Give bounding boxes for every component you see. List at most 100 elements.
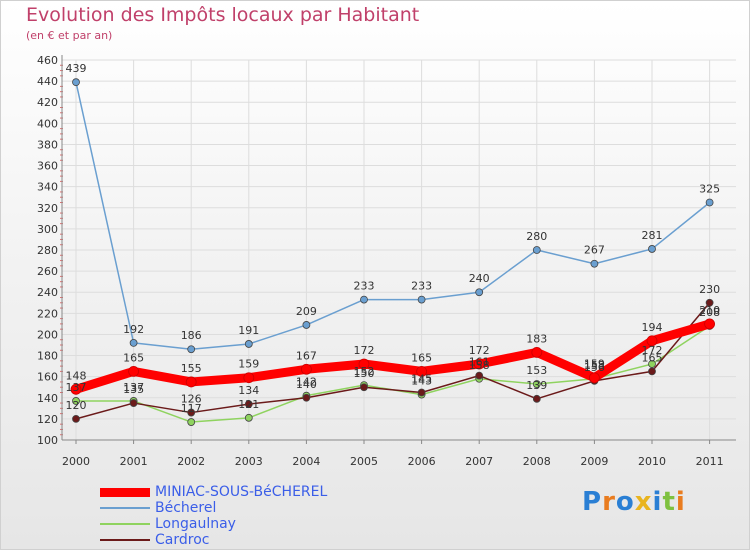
data-point-0 [243,372,255,384]
data-label: 194 [642,321,663,334]
series-line-0 [71,319,715,394]
data-label: 161 [469,356,490,369]
y-tick-label: 280 [37,244,58,257]
data-label: 155 [181,362,202,375]
data-label: 137 [123,381,144,394]
data-point-1 [244,340,253,348]
data-point-3 [360,383,368,392]
series-line-3 [75,302,711,420]
data-point-1 [129,338,138,347]
y-tick-label: 180 [37,350,58,363]
proxiti-logo: Proxiti [582,487,686,517]
x-tick-label: 2009 [580,455,608,468]
data-label: 140 [296,378,317,391]
y-tick-label: 160 [37,371,58,384]
data-label: 208 [699,306,720,319]
data-point-1 [302,321,311,329]
data-point-3 [129,399,138,407]
data-label: 439 [66,62,87,75]
series-line-1 [75,81,711,350]
data-label: 209 [296,305,317,318]
data-label: 126 [181,393,202,406]
y-tick-label: 460 [37,54,58,67]
data-point-0 [531,346,543,358]
data-point-3 [475,371,484,380]
y-tick-label: 240 [37,286,58,299]
logo-letter: i [652,487,663,517]
data-point-0 [128,365,140,377]
x-tick-label: 2004 [292,455,320,468]
data-label: 158 [469,359,490,372]
x-tick-label: 2006 [408,455,436,468]
data-label: 150 [354,367,375,380]
data-label: 191 [238,324,259,337]
data-point-3 [648,367,656,376]
legend-swatch [100,507,150,509]
y-tick-label: 300 [37,223,58,236]
data-point-3 [705,298,714,307]
data-point-0 [473,358,485,370]
data-point-0 [185,376,197,388]
legend-swatch [100,539,150,541]
chart-subtitle: (en € et par an) [26,29,113,42]
data-point-0 [416,365,428,377]
y-tick-label: 360 [37,160,58,173]
data-label: 134 [238,384,259,397]
data-point-0 [358,358,370,370]
data-label: 240 [469,272,490,285]
data-label: 142 [296,376,317,389]
data-label: 137 [66,381,87,394]
logo-letter: o [615,487,635,517]
data-label: 192 [123,323,144,336]
data-point-1 [475,288,484,297]
data-label: 281 [642,229,663,242]
data-label: 121 [238,398,259,411]
x-tick-label: 2010 [638,455,666,468]
data-point-3 [187,408,196,417]
x-tick-label: 2002 [177,455,205,468]
x-tick-label: 2008 [523,455,551,468]
data-label: 230 [699,283,720,296]
data-point-0 [589,372,600,384]
y-tick-label: 380 [37,138,58,151]
data-point-1 [532,246,541,254]
data-point-2 [72,397,80,405]
y-tick-label: 340 [37,181,58,194]
data-label: 233 [354,280,375,293]
data-label: 139 [526,379,547,392]
data-label: 165 [123,351,144,364]
data-point-3 [532,394,541,403]
data-point-0 [646,335,658,347]
data-label: 165 [642,351,663,364]
data-point-3 [72,414,80,423]
data-point-1 [417,295,426,304]
data-point-2 [187,418,196,426]
logo-letter: P [582,487,603,517]
y-tick-label: 320 [37,202,58,215]
data-label: 143 [411,375,432,388]
data-label: 280 [526,230,547,243]
x-tick-label: 2000 [62,455,90,468]
data-label: 148 [66,369,87,382]
legend-label: Cardroc [155,532,210,548]
logo-letter: i [675,487,686,517]
data-point-1 [360,295,368,304]
data-point-0 [70,383,82,395]
data-point-1 [648,245,656,253]
x-tick-label: 2007 [465,455,493,468]
x-tick-label: 2003 [235,455,263,468]
y-tick-label: 400 [37,117,58,130]
data-point-1 [705,198,714,207]
y-tick-label: 120 [37,413,58,426]
data-label: 135 [123,383,144,396]
data-label: 186 [181,329,202,342]
data-point-2 [244,413,253,422]
data-point-2 [532,380,541,388]
data-label: 172 [354,344,375,357]
y-tick-label: 140 [37,392,58,405]
data-label: 156 [584,361,605,374]
data-label: 117 [181,402,202,415]
data-label: 172 [469,344,490,357]
